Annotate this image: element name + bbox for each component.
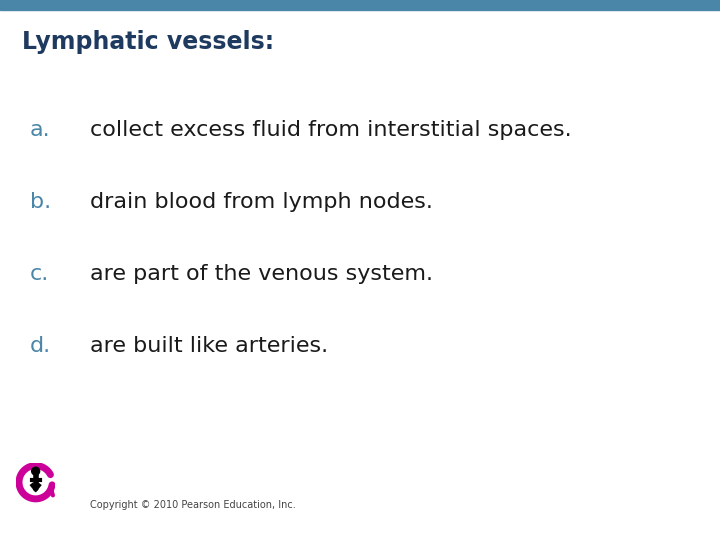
Text: are part of the venous system.: are part of the venous system. xyxy=(90,264,433,284)
Circle shape xyxy=(32,467,40,475)
Text: Lymphatic vessels:: Lymphatic vessels: xyxy=(22,30,274,54)
Text: c.: c. xyxy=(30,264,49,284)
Text: collect excess fluid from interstitial spaces.: collect excess fluid from interstitial s… xyxy=(90,120,572,140)
Text: a.: a. xyxy=(30,120,50,140)
Text: are built like arteries.: are built like arteries. xyxy=(90,336,328,356)
Text: d.: d. xyxy=(30,336,51,356)
Text: drain blood from lymph nodes.: drain blood from lymph nodes. xyxy=(90,192,433,212)
Text: b.: b. xyxy=(30,192,51,212)
Text: Copyright © 2010 Pearson Education, Inc.: Copyright © 2010 Pearson Education, Inc. xyxy=(90,500,296,510)
Bar xyxy=(0,0,720,10)
